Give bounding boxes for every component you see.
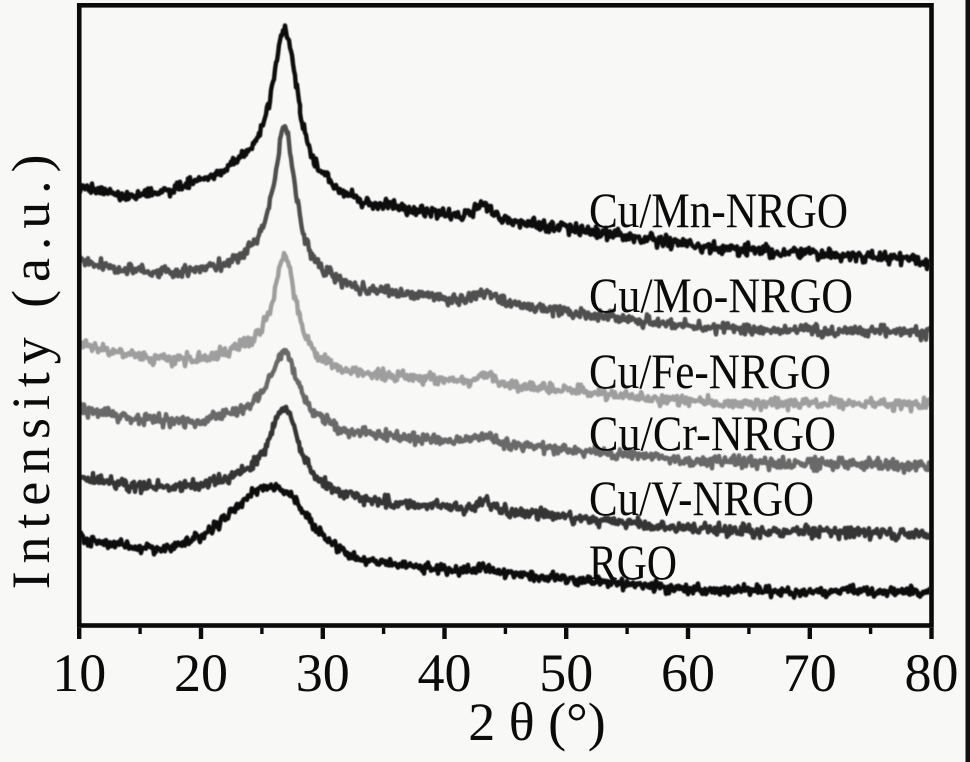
svg-text:Cu/Fe-NRGO: Cu/Fe-NRGO	[589, 343, 831, 399]
svg-text:70: 70	[783, 643, 837, 703]
svg-text:30: 30	[296, 643, 350, 703]
svg-text:Cu/Mo-NRGO: Cu/Mo-NRGO	[589, 267, 853, 323]
svg-text:10: 10	[52, 643, 106, 703]
svg-text:RGO: RGO	[589, 534, 677, 590]
svg-text:40: 40	[418, 643, 472, 703]
svg-text:60: 60	[661, 643, 715, 703]
svg-text:50: 50	[539, 643, 593, 703]
svg-text:80: 80	[905, 643, 959, 703]
svg-text:Cu/Cr-NRGO: Cu/Cr-NRGO	[589, 405, 836, 461]
svg-text:Intensity (a.u.): Intensity (a.u.)	[1, 147, 61, 590]
svg-text:2 θ (°): 2 θ (°)	[468, 692, 605, 752]
svg-text:Cu/Mn-NRGO: Cu/Mn-NRGO	[589, 182, 848, 238]
svg-text:Cu/V-NRGO: Cu/V-NRGO	[589, 470, 814, 526]
svg-text:20: 20	[174, 643, 228, 703]
